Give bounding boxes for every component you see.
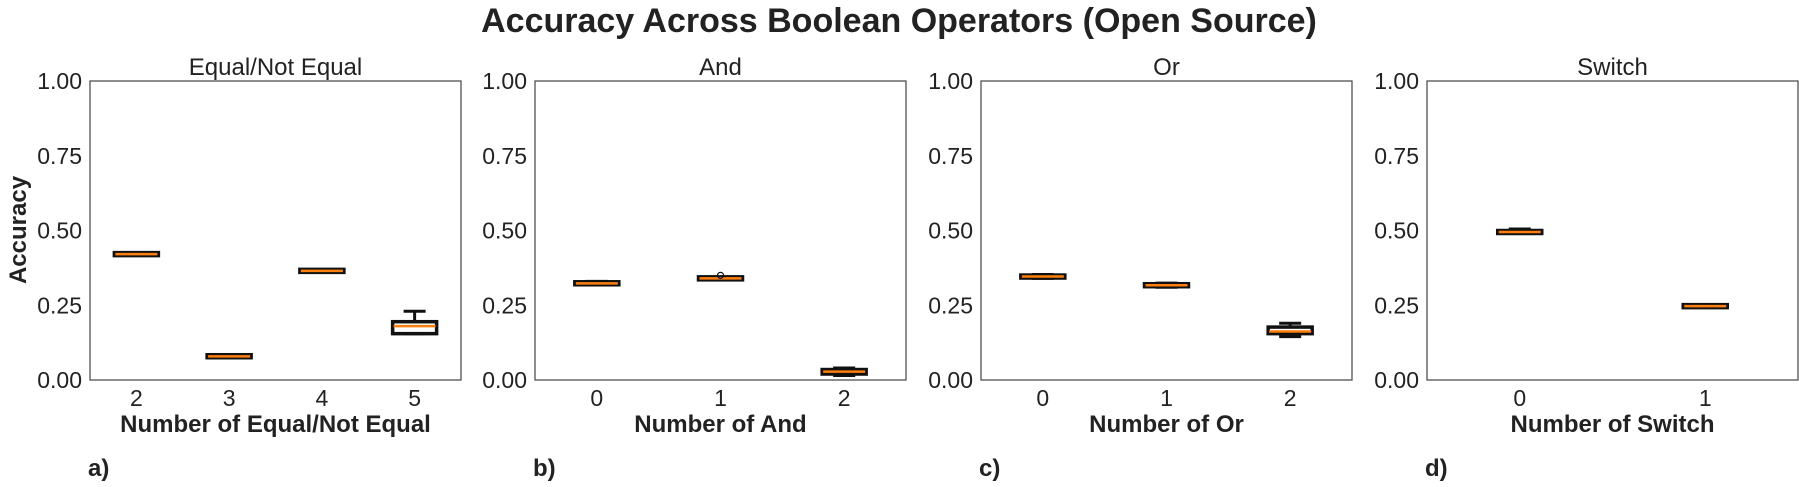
box-0: [1019, 272, 1067, 280]
y-tick-label: 0.75: [482, 143, 527, 169]
x-axis-label: Number of Switch: [1510, 411, 1714, 438]
plot-frame: [89, 80, 462, 381]
x-tick-label: 2: [1284, 385, 1297, 411]
panel-letter: c): [979, 455, 1000, 482]
box-5: [390, 309, 439, 336]
x-axis-label: Number of Equal/Not Equal: [120, 411, 431, 438]
x-tick-label: 4: [315, 385, 328, 411]
x-axis-label: Number of Or: [1089, 411, 1244, 438]
box-2: [820, 366, 868, 378]
y-tick-label: 0.25: [482, 292, 527, 318]
panel-title: Or: [1153, 54, 1180, 81]
box-1: [696, 271, 745, 282]
x-tick-label: 2: [130, 385, 143, 411]
panel-2: And 0.00 0.25 0.50 0.75 1.00 0 1 2 Number of And b…: [482, 54, 907, 482]
y-tick-label: 0.75: [37, 143, 82, 169]
panel-letter: a): [88, 455, 109, 482]
x-tick-label: 5: [408, 385, 421, 411]
box-0: [1496, 227, 1544, 236]
panel-title: Switch: [1577, 54, 1648, 81]
y-tick-label: 0.75: [928, 143, 973, 169]
y-tick-label: 0.75: [1374, 143, 1419, 169]
y-tick-label: 0.00: [482, 367, 527, 393]
x-axis-label: Number of And: [634, 411, 806, 438]
plot-frame: [1426, 80, 1799, 381]
x-tick-label: 0: [1036, 385, 1049, 411]
y-tick-label: 0.25: [37, 292, 82, 318]
y-tick-label: 0.25: [1374, 292, 1419, 318]
y-tick-label: 1.00: [1374, 68, 1419, 94]
box-2: [1266, 321, 1314, 339]
x-tick-label: 3: [223, 385, 236, 411]
x-tick-label: 0: [1513, 385, 1526, 411]
y-tick-label: 0.00: [37, 367, 82, 393]
y-tick-label: 1.00: [928, 68, 973, 94]
x-tick-label: 1: [1699, 385, 1712, 411]
figure-title: Accuracy Across Boolean Operators (Open …: [481, 2, 1317, 40]
flier-point: [716, 271, 725, 279]
y-tick-label: 0.50: [1374, 218, 1419, 244]
x-tick-label: 1: [714, 385, 727, 411]
y-tick-label: 0.50: [928, 218, 973, 244]
y-tick-label: 1.00: [482, 68, 527, 94]
plot-frame: [980, 80, 1353, 381]
box-1: [1142, 281, 1191, 289]
y-axis-label: Accuracy: [5, 175, 32, 284]
y-tick-label: 0.00: [928, 367, 973, 393]
panel-3: Or 0.00 0.25 0.50 0.75 1.00 0 1 2 Number of Or c): [928, 54, 1353, 482]
x-tick-label: 2: [838, 385, 851, 411]
box-4: [298, 267, 346, 275]
y-tick-label: 0.25: [928, 292, 973, 318]
box-3: [205, 352, 253, 360]
y-tick-label: 0.50: [482, 218, 527, 244]
plot-frame: [534, 80, 907, 381]
panel-title: Equal/Not Equal: [189, 54, 362, 81]
box-1: [1681, 302, 1729, 310]
panel-1: Equal/Not Equal 0.00 0.25 0.50 0.75 1.00 2 3 4 5N…: [37, 54, 462, 482]
x-tick-label: 0: [590, 385, 603, 411]
box-iqr: [390, 319, 439, 336]
y-tick-label: 1.00: [37, 68, 82, 94]
panel-letter: b): [533, 455, 556, 482]
y-tick-label: 0.50: [37, 218, 82, 244]
x-tick-label: 1: [1160, 385, 1173, 411]
panel-title: And: [699, 54, 742, 81]
box-0: [573, 279, 621, 287]
box-2: [112, 250, 161, 258]
panel-letter: d): [1425, 455, 1448, 482]
y-tick-label: 0.00: [1374, 367, 1419, 393]
